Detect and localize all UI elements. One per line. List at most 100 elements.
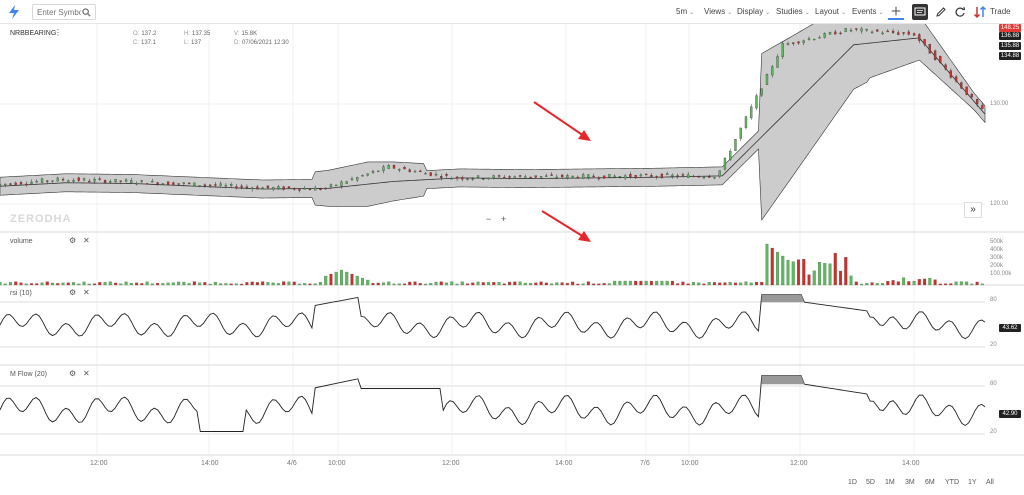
- candle-body: [760, 88, 763, 96]
- range-3m-button[interactable]: 3M: [905, 479, 915, 486]
- volume-bar: [245, 282, 249, 286]
- rsi-pane-label: rsi (10): [10, 290, 32, 297]
- symbol-menu-icon[interactable]: ⋮: [54, 28, 62, 37]
- volume-bar: [607, 283, 611, 286]
- range-1d-button[interactable]: 1D: [848, 479, 857, 486]
- candle-body: [88, 180, 91, 183]
- zoom-in-button[interactable]: +: [501, 214, 507, 224]
- volume-bar: [318, 282, 322, 286]
- candle-body: [345, 181, 348, 184]
- candle-body: [308, 188, 312, 191]
- range-all-button[interactable]: All: [986, 479, 994, 486]
- close-icon[interactable]: ✕: [83, 236, 90, 245]
- display-menu[interactable]: Display ⌄: [737, 0, 770, 24]
- candle-body: [518, 175, 522, 177]
- gear-icon[interactable]: ⚙: [69, 369, 77, 378]
- gear-icon[interactable]: ⚙: [69, 288, 77, 297]
- volume-bar: [802, 259, 806, 286]
- trade-button[interactable]: Trade: [990, 0, 1011, 24]
- candle-body: [923, 39, 926, 45]
- mflow-series-line: [0, 375, 986, 432]
- price-tick-130: 130.00: [990, 101, 1009, 107]
- candle-body: [177, 183, 180, 185]
- trade-arrows-icon[interactable]: [972, 4, 988, 20]
- volume-bar: [686, 283, 690, 286]
- candle-body: [124, 179, 128, 182]
- volume-tick-400k: 400k: [990, 247, 1004, 253]
- interval-menu[interactable]: 5m ⌄: [676, 0, 694, 24]
- volume-bar: [513, 281, 517, 286]
- rsi-badge: 43.62: [999, 324, 1021, 332]
- volume-bar: [733, 282, 737, 286]
- zoom-out-button[interactable]: −: [486, 214, 492, 224]
- expand-button[interactable]: »: [964, 202, 982, 218]
- bollinger-band: [0, 24, 986, 221]
- candle-body: [240, 185, 243, 188]
- candle-body: [77, 177, 80, 181]
- chart-canvas[interactable]: [0, 24, 1024, 495]
- candle-body: [266, 185, 270, 188]
- range-1m-button[interactable]: 1M: [885, 479, 895, 486]
- candle-body: [277, 186, 280, 189]
- time-tick: 4/6: [287, 460, 297, 467]
- volume-value: 15.8K: [241, 31, 258, 37]
- layout-menu[interactable]: Layout ⌄: [815, 0, 846, 24]
- volume-bar: [649, 280, 653, 286]
- symbol-search-input[interactable]: [37, 6, 81, 18]
- candle-body: [356, 176, 359, 181]
- candle-body: [413, 171, 417, 173]
- zerodha-logo-icon[interactable]: [6, 4, 22, 20]
- gear-icon[interactable]: ⚙: [69, 236, 77, 245]
- volume-bar: [87, 283, 91, 286]
- candle-body: [534, 175, 537, 178]
- volume-bar: [219, 283, 223, 286]
- candle-body: [156, 182, 159, 185]
- volume-bar: [93, 283, 97, 286]
- symbol-search[interactable]: [32, 4, 96, 20]
- candle-body: [476, 175, 480, 178]
- range-6m-button[interactable]: 6M: [925, 479, 935, 486]
- range-5d-button[interactable]: 5D: [866, 479, 875, 486]
- candle-body: [802, 40, 805, 43]
- studies-menu[interactable]: Studies ⌄: [776, 0, 810, 24]
- volume-bar: [51, 282, 55, 286]
- candle-body: [119, 180, 122, 182]
- candle-body: [272, 187, 275, 190]
- candle-body: [676, 175, 679, 177]
- search-icon[interactable]: [82, 8, 91, 17]
- volume-bar: [182, 281, 186, 286]
- volume-bar: [355, 275, 359, 286]
- candle-body: [813, 38, 816, 41]
- views-menu[interactable]: Views ⌄: [704, 0, 732, 24]
- volume-bar: [534, 282, 538, 286]
- volume-bar: [150, 283, 154, 286]
- chevron-down-icon: ⌄: [841, 10, 847, 16]
- volume-bar: [676, 283, 680, 286]
- chat-icon[interactable]: [912, 4, 928, 20]
- close-icon[interactable]: ✕: [83, 288, 90, 297]
- range-ytd-button[interactable]: YTD: [945, 479, 959, 486]
- volume-bar: [376, 282, 380, 286]
- volume-bar: [140, 283, 144, 286]
- volume-bar: [156, 283, 160, 286]
- symbol-label[interactable]: NRBBEARING: [10, 30, 57, 37]
- volume-bar: [571, 281, 575, 286]
- candle-body: [560, 174, 564, 178]
- volume-bar: [954, 281, 958, 286]
- draw-pencil-icon[interactable]: [933, 4, 949, 20]
- zerodha-watermark: ZERODHA: [10, 213, 72, 225]
- volume-bar: [550, 283, 554, 286]
- crosshair-icon[interactable]: [888, 4, 904, 20]
- volume-tick-500k: 500k: [990, 239, 1004, 245]
- events-menu[interactable]: Events ⌄: [852, 0, 884, 24]
- close-icon[interactable]: ✕: [83, 369, 90, 378]
- candle-body: [9, 183, 12, 185]
- volume-bar: [765, 243, 769, 286]
- volume-bar: [466, 283, 470, 286]
- candle-body: [166, 181, 170, 185]
- volume-bar: [61, 282, 65, 286]
- reset-icon[interactable]: [952, 4, 968, 20]
- range-1y-button[interactable]: 1Y: [968, 479, 977, 486]
- candle-body: [912, 33, 916, 36]
- mflow-series-line-overbought-fill: [761, 375, 821, 385]
